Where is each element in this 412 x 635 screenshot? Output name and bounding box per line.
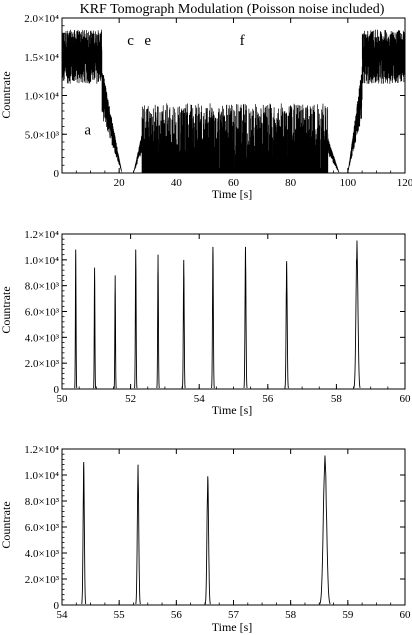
- peak-0: [74, 249, 78, 389]
- x-tick-label: 100: [340, 177, 357, 189]
- y-tick-label: 2.0×10³: [25, 574, 60, 586]
- peak-4: [156, 254, 160, 389]
- plot-frame: [61, 233, 406, 390]
- peak-6: [211, 246, 215, 389]
- y-tick-label: 1.0×10⁴: [24, 91, 59, 103]
- y-tick-label: 6.0×10³: [25, 307, 60, 319]
- x-tick-label: 40: [171, 177, 183, 189]
- x-tick-label: 56: [262, 393, 274, 405]
- x-tick-label: 58: [285, 609, 297, 621]
- peak-8: [284, 261, 289, 389]
- y-tick-label: 1.2×10⁴: [24, 444, 59, 456]
- y-tick-label: 5.0×10³: [25, 129, 60, 141]
- x-tick-label: 60: [400, 393, 412, 405]
- y-tick-label: 8.0×10³: [25, 281, 60, 293]
- peak-2: [113, 275, 117, 389]
- x-tick-label: 50: [57, 393, 69, 405]
- y-axis-title: Countrate: [0, 501, 13, 548]
- x-axis-title: Time [s]: [212, 620, 253, 634]
- x-tick-label: 20: [114, 177, 126, 189]
- annotation-label: f: [240, 33, 245, 49]
- chart-title: KRF Tomograph Modulation (Poisson noise …: [80, 2, 385, 17]
- y-tick-label: 1.5×10⁴: [24, 52, 59, 64]
- x-tick-label: 60: [400, 609, 412, 621]
- y-tick-label: 1.0×10⁴: [24, 255, 59, 267]
- chart-panel-zoom-54-60: Countrate Time [s] 54 55 56 57 58 59 60 0 2.0×10…: [0, 444, 411, 634]
- chart-panel-tomograph-full: KRF Tomograph Modulation (Poisson noise …: [0, 2, 412, 201]
- x-tick-label: 80: [285, 177, 297, 189]
- y-tick-label: 0: [54, 600, 60, 612]
- y-tick-label: 8.0×10³: [25, 496, 60, 508]
- y-tick-label: 1.0×10⁴: [24, 470, 59, 482]
- x-tick-label: 52: [125, 393, 136, 405]
- peak-9: [353, 240, 361, 389]
- annotation-label: c: [127, 33, 134, 49]
- y-axis-title: Countrate: [0, 286, 13, 333]
- y-axis-title: Countrate: [0, 71, 13, 118]
- x-tick-label: 60: [228, 177, 240, 189]
- y-tick-label: 2.0×10³: [25, 358, 60, 370]
- peak-3: [319, 455, 331, 605]
- annotation-label: e: [144, 33, 151, 49]
- x-tick-label: 59: [342, 609, 354, 621]
- plot-frame: [61, 448, 406, 606]
- peak-1: [135, 464, 141, 605]
- y-tick-label: 4.0×10³: [25, 548, 60, 560]
- peak-7: [243, 246, 248, 389]
- peak-1: [93, 267, 97, 389]
- x-tick-label: 56: [171, 609, 183, 621]
- x-tick-label: 58: [331, 393, 343, 405]
- y-tick-label: 4.0×10³: [25, 332, 60, 344]
- peak-0: [81, 461, 87, 605]
- chart-panel-zoom-50-60: Countrate Time [s] 50 52 54 56 58 60 0 2.0×10³ 4…: [0, 229, 411, 417]
- y-tick-label: 1.2×10⁴: [24, 229, 59, 241]
- x-axis-title: Time [s]: [212, 403, 253, 417]
- x-tick-label: 55: [114, 609, 126, 621]
- x-tick-label: 120: [397, 177, 412, 189]
- peak-2: [204, 476, 211, 605]
- x-tick-label: 54: [57, 609, 69, 621]
- peak-3: [134, 249, 138, 389]
- x-tick-label: 54: [194, 393, 206, 405]
- x-axis-title: Time [s]: [212, 187, 253, 201]
- y-tick-label: 2.0×10⁴: [24, 13, 59, 25]
- y-tick-label: 0: [54, 168, 60, 180]
- y-tick-label: 0: [54, 384, 60, 396]
- y-tick-label: 6.0×10³: [25, 522, 60, 534]
- x-tick-label: 57: [228, 609, 240, 621]
- series-countrate-trace: [61, 29, 406, 173]
- annotation-label: a: [84, 122, 91, 138]
- peak-5: [181, 259, 186, 389]
